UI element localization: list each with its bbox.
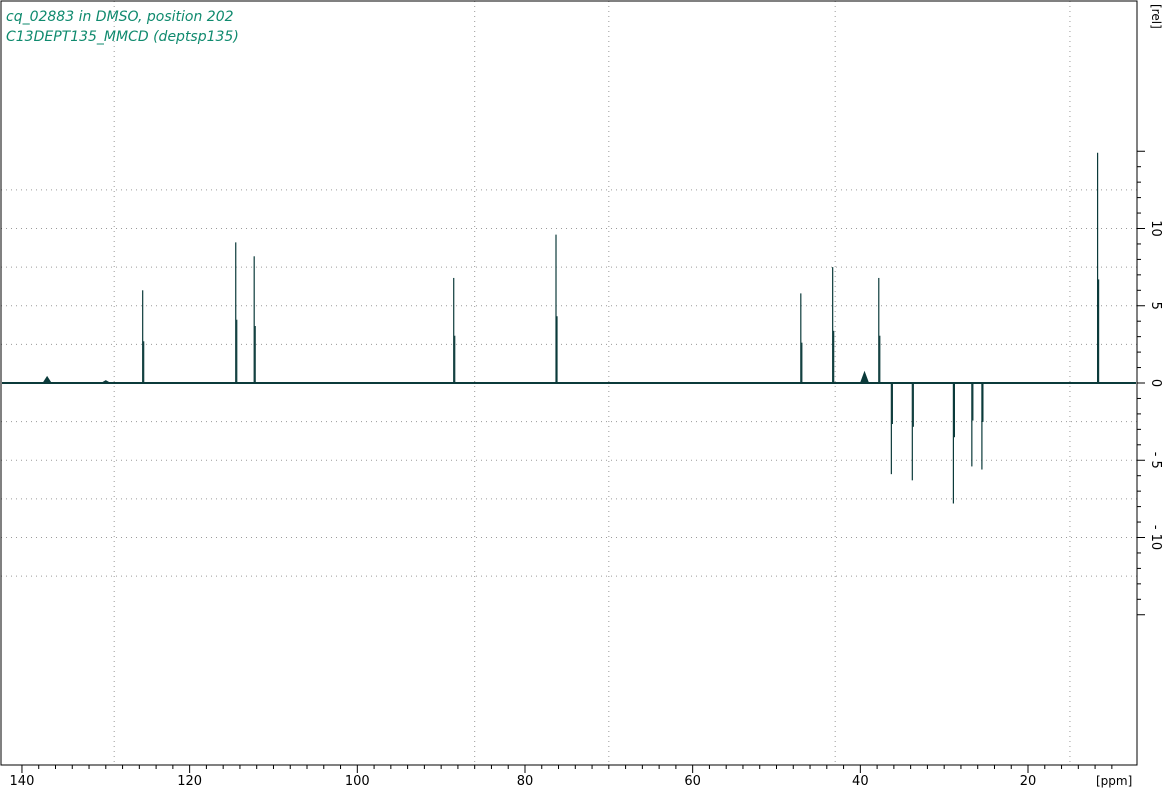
spectrum-parameters: C13DEPT135_MMCD (deptsp135) [6, 29, 239, 45]
x-tick-label: 80 [517, 774, 534, 789]
x-tick-label: 40 [852, 774, 869, 789]
y-tick-label: 0 [1148, 379, 1163, 387]
spectrum-peak [42, 375, 53, 384]
spectrum-peak [859, 370, 870, 384]
spectrum-peak [99, 380, 112, 384]
y-tick-label: 5 [1148, 302, 1163, 310]
x-axis-unit-label: [ppm] [1096, 774, 1132, 788]
y-axis: 10 5 0 - 5 - 10 [1137, 150, 1163, 616]
y-tick-label: - 10 [1148, 525, 1163, 550]
y-axis-unit-label: [rel] [1149, 4, 1163, 29]
y-tick-label: - 5 [1148, 452, 1163, 469]
y-tick-label: 10 [1148, 220, 1163, 237]
x-tick-label: 140 [10, 774, 35, 789]
x-tick-label: 100 [345, 774, 370, 789]
spectrum-title: cq_02883 in DMSO, position 202 [6, 9, 234, 25]
x-tick-label: 20 [1020, 774, 1037, 789]
x-tick-label: 60 [684, 774, 701, 789]
x-tick-label: 120 [177, 774, 202, 789]
x-axis: 140 120 100 80 60 40 20 [10, 765, 1113, 789]
spectrum-trace [2, 152, 1136, 504]
